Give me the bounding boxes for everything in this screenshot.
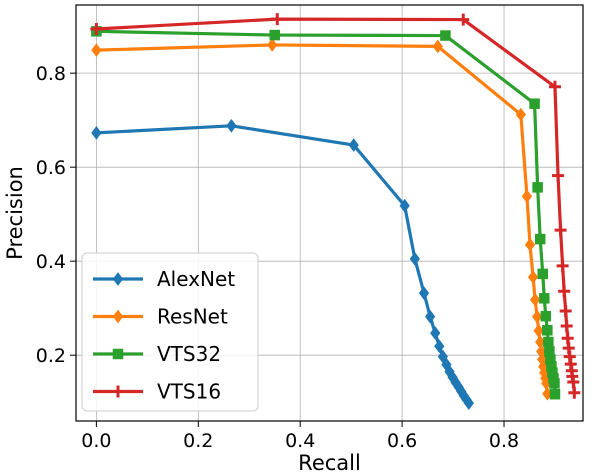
- vts32-series: [91, 26, 561, 400]
- alexnet-point: [409, 251, 420, 266]
- x-tick-label: 0.4: [285, 430, 315, 452]
- y-tick-label: 0.2: [36, 345, 66, 367]
- legend-marker-alexnet: [112, 272, 124, 286]
- vts16-series: [90, 13, 581, 399]
- alexnet-point: [434, 339, 445, 354]
- vts32-point: [539, 293, 550, 304]
- legend-entry-vts16: VTS16: [93, 380, 221, 404]
- vts32-point: [269, 29, 280, 41]
- vts16-point: [568, 386, 581, 399]
- legend-marker-vts16: [112, 385, 124, 398]
- alexnet-point: [399, 198, 410, 213]
- plot-frame: [75, 4, 584, 422]
- vts16-point: [548, 80, 561, 93]
- vts32-point: [543, 336, 554, 348]
- legend-box: [81, 252, 259, 412]
- vts32-point: [549, 388, 561, 400]
- vts32-point: [549, 378, 560, 389]
- legend-label-resnet: ResNet: [157, 305, 228, 329]
- vts16-point: [271, 13, 284, 26]
- legend-entry-resnet: ResNet: [93, 305, 228, 329]
- vts16-point: [559, 305, 572, 318]
- vts16-point: [554, 224, 567, 237]
- vts16-point: [556, 259, 569, 272]
- resnet-point: [532, 309, 543, 324]
- vts16-point: [558, 285, 571, 298]
- vts32-point: [440, 30, 451, 41]
- vts32-point: [537, 268, 548, 280]
- alexnet-point: [91, 126, 102, 140]
- alexnet-point: [463, 396, 474, 410]
- x-tick-label: 0.8: [489, 430, 519, 452]
- legend: AlexNet ResNet VTS32 VTS16: [81, 252, 259, 412]
- alexnet-point: [348, 138, 359, 152]
- resnet-point: [432, 39, 443, 54]
- resnet-point: [515, 107, 526, 122]
- series-layer: [90, 13, 581, 410]
- resnet-point: [533, 323, 544, 338]
- vts32-point: [529, 98, 540, 109]
- resnet-point: [527, 270, 539, 284]
- resnet-point: [91, 43, 102, 57]
- x-tick-label: 0.2: [183, 430, 213, 452]
- legend-entry-vts32: VTS32: [93, 342, 221, 366]
- vts16-point: [552, 169, 565, 182]
- x-tick-label: 0.6: [387, 430, 417, 452]
- x-axis-label: Recall: [298, 451, 361, 475]
- legend-marker-resnet: [112, 309, 124, 324]
- alexnet-point: [425, 309, 436, 324]
- vts32-point: [532, 182, 543, 193]
- axes: 0.0 0.2 0.4 0.6 0.8 0.2 0.4 0.6 0.8: [36, 63, 519, 452]
- y-tick-label: 0.6: [36, 157, 66, 179]
- legend-marker-vts32: [112, 348, 124, 360]
- vts16-point: [560, 320, 573, 333]
- alexnet-point: [418, 286, 430, 300]
- vts16-point: [457, 13, 470, 26]
- resnet-point: [524, 237, 536, 252]
- legend-label-vts16: VTS16: [157, 380, 221, 404]
- alexnet-point: [226, 118, 237, 133]
- alexnet-point: [430, 326, 441, 340]
- vts16-point: [90, 22, 103, 35]
- y-tick-label: 0.4: [36, 251, 66, 273]
- vts32-point: [540, 310, 552, 322]
- vts16-point: [567, 375, 580, 388]
- y-axis-label: Precision: [3, 166, 27, 260]
- resnet-point: [267, 38, 278, 52]
- resnet-point: [529, 292, 541, 307]
- legend-label-alexnet: AlexNet: [157, 267, 235, 291]
- legend-entry-alexnet: AlexNet: [93, 267, 235, 291]
- legend-label-vts32: VTS32: [157, 342, 221, 366]
- x-tick-label: 0.0: [81, 430, 111, 452]
- y-tick-label: 0.8: [36, 63, 66, 85]
- resnet-point: [521, 189, 533, 204]
- alexnet-series: [91, 118, 474, 410]
- vts32-point: [542, 325, 553, 336]
- vts32-point: [534, 233, 546, 245]
